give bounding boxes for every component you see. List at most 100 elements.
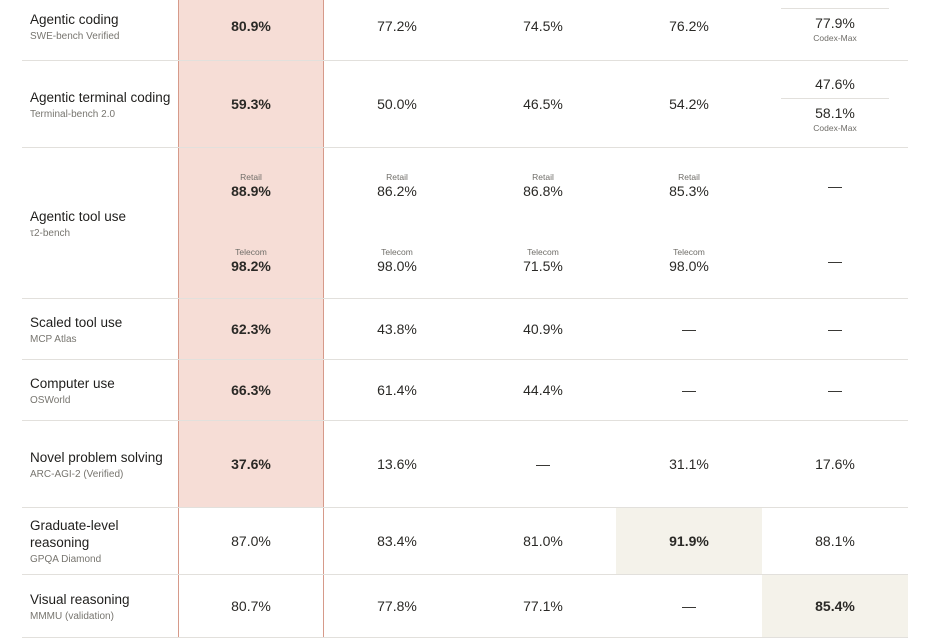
score-value: 88.9% [231,183,271,199]
table-row: Agentic tool use τ2-bench Retail 88.9% Telec… [22,148,908,299]
score-cell: 80.7% [178,575,324,637]
score-value: 77.8% [377,598,417,614]
score-value: — [536,456,550,472]
score-subcell: 47.6% [762,70,908,98]
row-label: Agentic coding SWE-bench Verified [22,0,178,60]
score-cell: 85.4% [762,575,908,637]
score-variant-label: Telecom [527,247,559,257]
score-value: 47.6% [815,75,855,92]
benchmark-subtitle: Terminal-bench 2.0 [30,108,116,120]
score-subcell: 58.1% Codex-Max [780,97,890,139]
score-value: 86.8% [523,183,563,199]
score-cell: 31.1% [616,421,762,507]
score-value: 91.9% [669,533,709,549]
row-label: Agentic terminal coding Terminal-bench 2.… [22,61,178,147]
score-value: 46.5% [523,96,563,112]
score-note: Codex-Max [813,122,857,133]
benchmark-title: Agentic terminal coding [30,89,171,105]
row-label: Novel problem solving ARC-AGI-2 (Verified… [22,421,178,507]
score-subcell: — [762,247,908,275]
score-value: 77.1% [523,598,563,614]
score-cell: 50.0% [324,61,470,147]
score-cell: 44.4% [470,360,616,420]
score-value: 86.2% [377,183,417,199]
score-cell: 87.0% [178,508,324,574]
benchmark-subtitle: GPQA Diamond [30,554,102,565]
row-label: Graduate-level reasoning GPQA Diamond [22,508,178,574]
score-variant-label: Retail [678,172,700,182]
score-value: — [682,382,696,398]
benchmark-subtitle: OSWorld [30,394,71,406]
score-value: 98.2% [231,258,271,274]
score-value: — [682,598,696,614]
score-cell: 77.1% [470,575,616,637]
benchmark-subtitle: ARC-AGI-2 (Verified) [30,468,124,480]
score-cell: 83.4% [324,508,470,574]
benchmark-subtitle: MMMU (validation) [30,610,114,622]
score-value: 74.5% [523,18,563,34]
score-value: 71.5% [523,258,563,274]
row-label: Agentic tool use τ2-bench [22,148,178,298]
score-value: 62.3% [231,321,271,337]
score-variant-label: Telecom [235,247,267,257]
score-value: 43.8% [377,321,417,337]
score-subcell: — [762,172,908,200]
benchmark-subtitle: SWE-bench Verified [30,30,120,42]
score-cell: 76.2% [616,0,762,60]
benchmark-subtitle: τ2-bench [30,227,71,239]
score-value: 87.0% [231,533,271,549]
score-note: Codex-Max [813,32,857,43]
score-value: — [828,382,842,398]
benchmark-title: Computer use [30,375,115,391]
score-cell: 81.0% [470,508,616,574]
score-cell: 66.3% [178,360,324,420]
score-subcell: Retail 86.8% [470,166,616,205]
score-value: 31.1% [669,456,709,472]
score-variant-label: Retail [386,172,408,182]
benchmark-title: Graduate-level reasoning [30,518,119,550]
benchmark-title: Novel problem solving [30,449,163,465]
score-value: 13.6% [377,456,417,472]
score-subcell: Telecom 98.2% [179,241,323,280]
score-cell: — [762,299,908,359]
score-cell: 61.4% [324,360,470,420]
table-row: Agentic coding SWE-bench Verified 80.9% 77.… [22,0,908,61]
score-value: — [828,252,842,269]
score-cell: 59.3% [178,61,324,147]
score-value: 66.3% [231,382,271,398]
score-variant-label: Retail [532,172,554,182]
score-cell: 74.5% [470,0,616,60]
score-value: 54.2% [669,96,709,112]
score-cell: 91.9% [616,508,762,574]
score-cell: 47.6% 58.1% Codex-Max [762,61,908,147]
score-cell: 77.9% Codex-Max [762,0,908,60]
score-variant-label: Telecom [673,247,705,257]
score-cell: 54.2% [616,61,762,147]
score-value: 80.7% [231,598,271,614]
benchmark-title: Agentic coding [30,11,119,27]
score-cell: 13.6% [324,421,470,507]
score-value: 85.3% [669,183,709,199]
score-value: — [828,321,842,337]
score-cell: 80.9% [178,0,324,60]
score-subcell: Retail 85.3% [616,166,762,205]
score-value: 83.4% [377,533,417,549]
score-cell: — [616,360,762,420]
score-variant-label: Telecom [381,247,413,257]
score-cell: 46.5% [470,61,616,147]
score-cell: 62.3% [178,299,324,359]
score-cell: — [470,421,616,507]
score-cell: 40.9% [470,299,616,359]
score-value: 98.0% [669,258,709,274]
score-cell: 17.6% [762,421,908,507]
score-value: 61.4% [377,382,417,398]
score-subcell: Telecom 98.0% [616,241,762,280]
row-label: Scaled tool use MCP Atlas [22,299,178,359]
benchmark-title: Visual reasoning [30,591,130,607]
score-cell: Retail 85.3% Telecom 98.0% [616,148,762,298]
score-cell: 77.2% [324,0,470,60]
score-cell: Retail 86.2% Telecom 98.0% [324,148,470,298]
score-value: 76.2% [669,18,709,34]
table-row: Agentic terminal coding Terminal-bench 2.… [22,61,908,148]
